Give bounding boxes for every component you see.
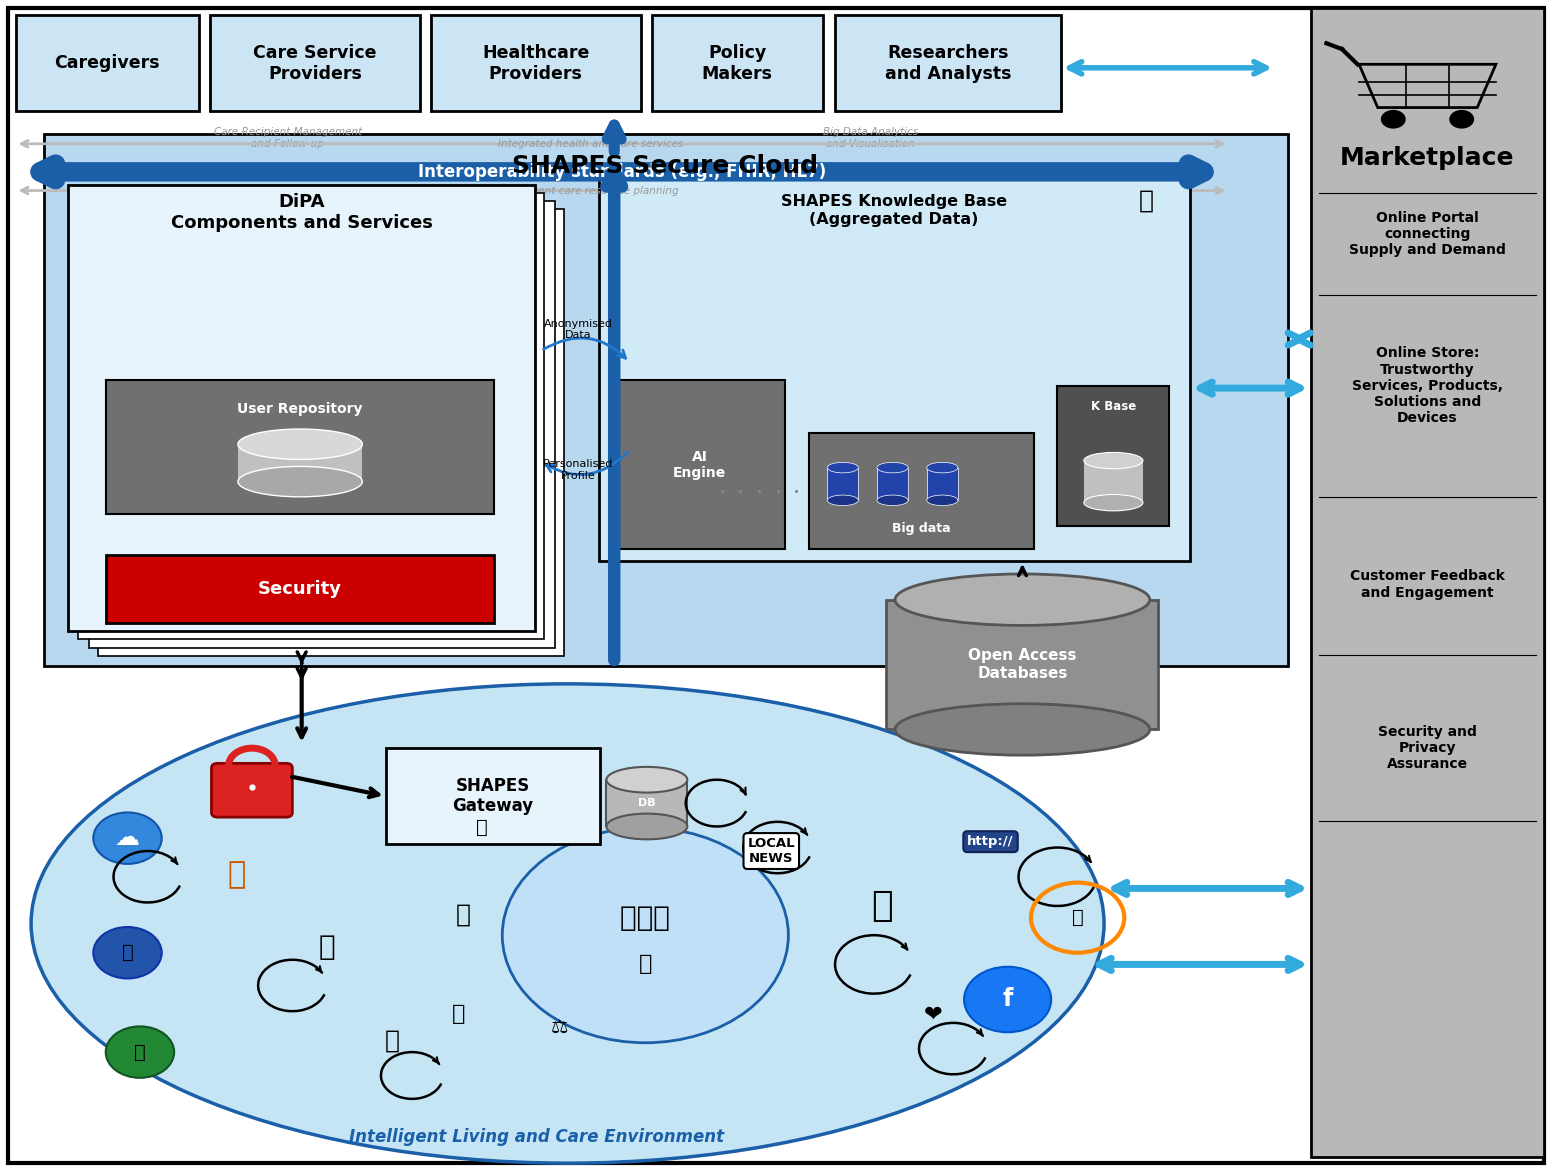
FancyBboxPatch shape xyxy=(89,201,555,648)
Text: Big data: Big data xyxy=(893,523,950,535)
Text: ❤️: ❤️ xyxy=(924,1004,942,1025)
Text: Personalised
Profile: Personalised Profile xyxy=(543,459,614,480)
Text: Intelligent care resource planning: Intelligent care resource planning xyxy=(504,186,678,195)
Ellipse shape xyxy=(606,767,687,793)
Text: 👥: 👥 xyxy=(227,860,246,888)
Text: 🚌: 🚌 xyxy=(121,943,134,962)
Ellipse shape xyxy=(238,429,362,459)
Text: Marketplace: Marketplace xyxy=(1340,146,1515,170)
FancyBboxPatch shape xyxy=(211,763,292,817)
FancyBboxPatch shape xyxy=(44,134,1288,666)
FancyBboxPatch shape xyxy=(106,555,494,623)
FancyBboxPatch shape xyxy=(809,433,1034,549)
Circle shape xyxy=(106,1026,174,1078)
Text: Healthcare
Providers: Healthcare Providers xyxy=(482,43,589,83)
FancyBboxPatch shape xyxy=(927,468,958,500)
Ellipse shape xyxy=(827,496,858,505)
Text: 🌿: 🌿 xyxy=(134,1043,146,1061)
Text: Care Service
Providers: Care Service Providers xyxy=(253,43,376,83)
FancyBboxPatch shape xyxy=(599,178,1190,561)
Text: Interoperability standards (e.g., FHIR, HL7): Interoperability standards (e.g., FHIR, … xyxy=(418,162,826,181)
Text: Researchers
and Analysts: Researchers and Analysts xyxy=(885,43,1011,83)
FancyBboxPatch shape xyxy=(78,193,544,639)
Ellipse shape xyxy=(896,704,1149,755)
Text: Security and
Privacy
Assurance: Security and Privacy Assurance xyxy=(1378,725,1477,772)
Text: AI
Engine: AI Engine xyxy=(673,450,726,479)
FancyBboxPatch shape xyxy=(1311,8,1544,1157)
FancyBboxPatch shape xyxy=(614,380,785,549)
Text: LOCAL
NEWS: LOCAL NEWS xyxy=(748,837,795,865)
Ellipse shape xyxy=(877,496,908,505)
Text: Caregivers: Caregivers xyxy=(54,54,160,72)
Text: ☁: ☁ xyxy=(115,826,140,850)
FancyBboxPatch shape xyxy=(835,15,1061,111)
Text: 🦽: 🦽 xyxy=(639,954,652,975)
Ellipse shape xyxy=(896,574,1149,625)
Text: 🆘: 🆘 xyxy=(456,902,471,926)
FancyBboxPatch shape xyxy=(827,468,858,500)
FancyBboxPatch shape xyxy=(210,15,420,111)
FancyBboxPatch shape xyxy=(1084,461,1143,503)
Circle shape xyxy=(1381,110,1406,129)
FancyBboxPatch shape xyxy=(8,8,1544,1163)
FancyBboxPatch shape xyxy=(886,600,1158,729)
Text: DB: DB xyxy=(638,798,656,808)
Circle shape xyxy=(93,812,162,864)
FancyBboxPatch shape xyxy=(1057,386,1169,526)
FancyBboxPatch shape xyxy=(652,15,823,111)
Text: Open Access
Databases: Open Access Databases xyxy=(969,649,1076,680)
Text: 📷: 📷 xyxy=(476,818,488,837)
FancyBboxPatch shape xyxy=(606,780,687,826)
Text: Online Store:
Trustworthy
Services, Products,
Solutions and
Devices: Online Store: Trustworthy Services, Prod… xyxy=(1351,346,1504,426)
Text: 💬: 💬 xyxy=(1071,908,1084,927)
Text: Online Portal
connecting
Supply and Demand: Online Portal connecting Supply and Dema… xyxy=(1350,210,1505,257)
Text: SHAPES
Gateway: SHAPES Gateway xyxy=(453,776,533,816)
Text: http://: http:// xyxy=(967,835,1014,849)
Circle shape xyxy=(1449,110,1474,129)
Text: K Base: K Base xyxy=(1090,400,1137,414)
FancyBboxPatch shape xyxy=(238,444,362,482)
Text: Customer Feedback
and Engagement: Customer Feedback and Engagement xyxy=(1350,569,1505,600)
Text: ☁: ☁ xyxy=(112,824,143,852)
FancyBboxPatch shape xyxy=(68,185,535,631)
Text: f: f xyxy=(1003,988,1012,1011)
Ellipse shape xyxy=(606,814,687,839)
Text: DiPA
Components and Services: DiPA Components and Services xyxy=(171,193,432,233)
FancyBboxPatch shape xyxy=(386,748,600,844)
Ellipse shape xyxy=(927,496,958,505)
Circle shape xyxy=(502,828,788,1043)
Text: Policy
Makers: Policy Makers xyxy=(701,43,773,83)
Ellipse shape xyxy=(31,684,1104,1163)
Text: ⌚: ⌚ xyxy=(453,1003,465,1024)
FancyBboxPatch shape xyxy=(431,15,641,111)
Ellipse shape xyxy=(877,462,908,472)
Text: Anonymised
Data: Anonymised Data xyxy=(544,319,613,340)
Text: 💻: 💻 xyxy=(319,933,334,961)
FancyBboxPatch shape xyxy=(106,380,494,514)
Ellipse shape xyxy=(827,462,858,472)
Text: 📱: 📱 xyxy=(384,1029,400,1052)
Text: 🤖: 🤖 xyxy=(871,888,893,924)
Text: SHAPES Secure Cloud: SHAPES Secure Cloud xyxy=(513,154,818,178)
Text: Care Recipient Management
and Follow-up: Care Recipient Management and Follow-up xyxy=(213,127,362,148)
Ellipse shape xyxy=(1084,494,1143,511)
Text: 👨‍👩‍👧: 👨‍👩‍👧 xyxy=(620,904,670,932)
Text: SHAPES Knowledge Base
(Aggregated Data): SHAPES Knowledge Base (Aggregated Data) xyxy=(781,194,1008,227)
Circle shape xyxy=(964,967,1051,1032)
Text: Security: Security xyxy=(258,580,342,599)
Text: ⚖: ⚖ xyxy=(550,1019,569,1038)
FancyBboxPatch shape xyxy=(877,468,908,500)
FancyBboxPatch shape xyxy=(16,15,199,111)
Text: Big Data Analytics
and Visualisation: Big Data Analytics and Visualisation xyxy=(823,127,919,148)
FancyBboxPatch shape xyxy=(98,209,564,656)
Ellipse shape xyxy=(927,462,958,472)
Text: User Repository: User Repository xyxy=(238,402,362,416)
Text: Integrated health and care services: Integrated health and care services xyxy=(498,139,684,148)
Ellipse shape xyxy=(238,466,362,497)
Circle shape xyxy=(93,927,162,978)
Text: Intelligent Living and Care Environment: Intelligent Living and Care Environment xyxy=(348,1128,725,1147)
Ellipse shape xyxy=(1084,452,1143,469)
Text: 🧠: 🧠 xyxy=(1138,189,1154,213)
